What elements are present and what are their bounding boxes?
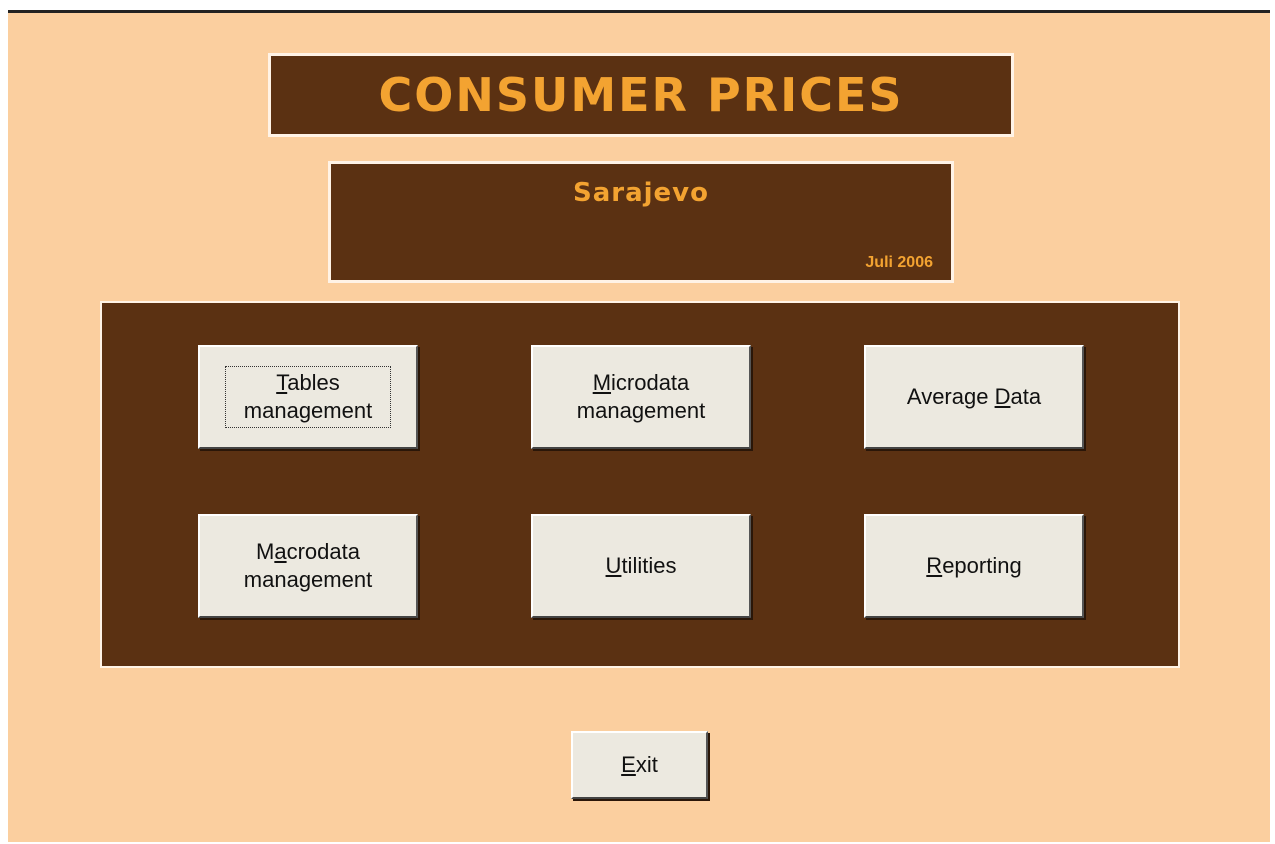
label-text: M: [256, 539, 274, 564]
menu-button[interactable]: Macrodata management: [198, 514, 418, 618]
subtitle-box: Sarajevo Juli 2006: [328, 161, 954, 283]
button-label: Tables management: [228, 369, 388, 425]
access-key: U: [606, 553, 622, 578]
menu-button[interactable]: Utilities: [531, 514, 751, 618]
date: Juli 2006: [865, 254, 933, 272]
access-key: R: [926, 553, 942, 578]
button-label: Microdata management: [561, 369, 721, 425]
title-box: CONSUMER PRICES: [268, 53, 1014, 137]
exit-button[interactable]: Exit: [571, 731, 708, 799]
label-text: ata: [1010, 384, 1041, 409]
button-label: Macrodata management: [228, 538, 388, 594]
button-label: Exit: [621, 751, 658, 779]
title: CONSUMER PRICES: [378, 68, 903, 122]
menu-panel: Tables management Microdata management Ave…: [100, 301, 1180, 668]
window: CONSUMER PRICES Sarajevo Juli 2006 Table…: [8, 10, 1270, 842]
menu-button[interactable]: Microdata management: [531, 345, 751, 449]
label-text: Average: [907, 384, 995, 409]
access-key: D: [995, 384, 1011, 409]
screen: CONSUMER PRICES Sarajevo Juli 2006 Table…: [0, 0, 1275, 844]
menu-button[interactable]: Average Data: [864, 345, 1084, 449]
button-label: Utilities: [606, 552, 677, 580]
button-label: Reporting: [926, 552, 1021, 580]
access-key: T: [276, 370, 287, 395]
label-text: xit: [636, 752, 658, 777]
menu-button[interactable]: Tables management: [198, 345, 418, 449]
menu-button[interactable]: Reporting: [864, 514, 1084, 618]
label-text: tilities: [621, 553, 676, 578]
access-key: E: [621, 752, 636, 777]
access-key: a: [274, 539, 286, 564]
subtitle: Sarajevo: [331, 178, 951, 208]
label-text: eporting: [942, 553, 1022, 578]
button-label: Average Data: [907, 383, 1041, 411]
access-key: M: [593, 370, 611, 395]
label-text: ables management: [244, 370, 372, 423]
